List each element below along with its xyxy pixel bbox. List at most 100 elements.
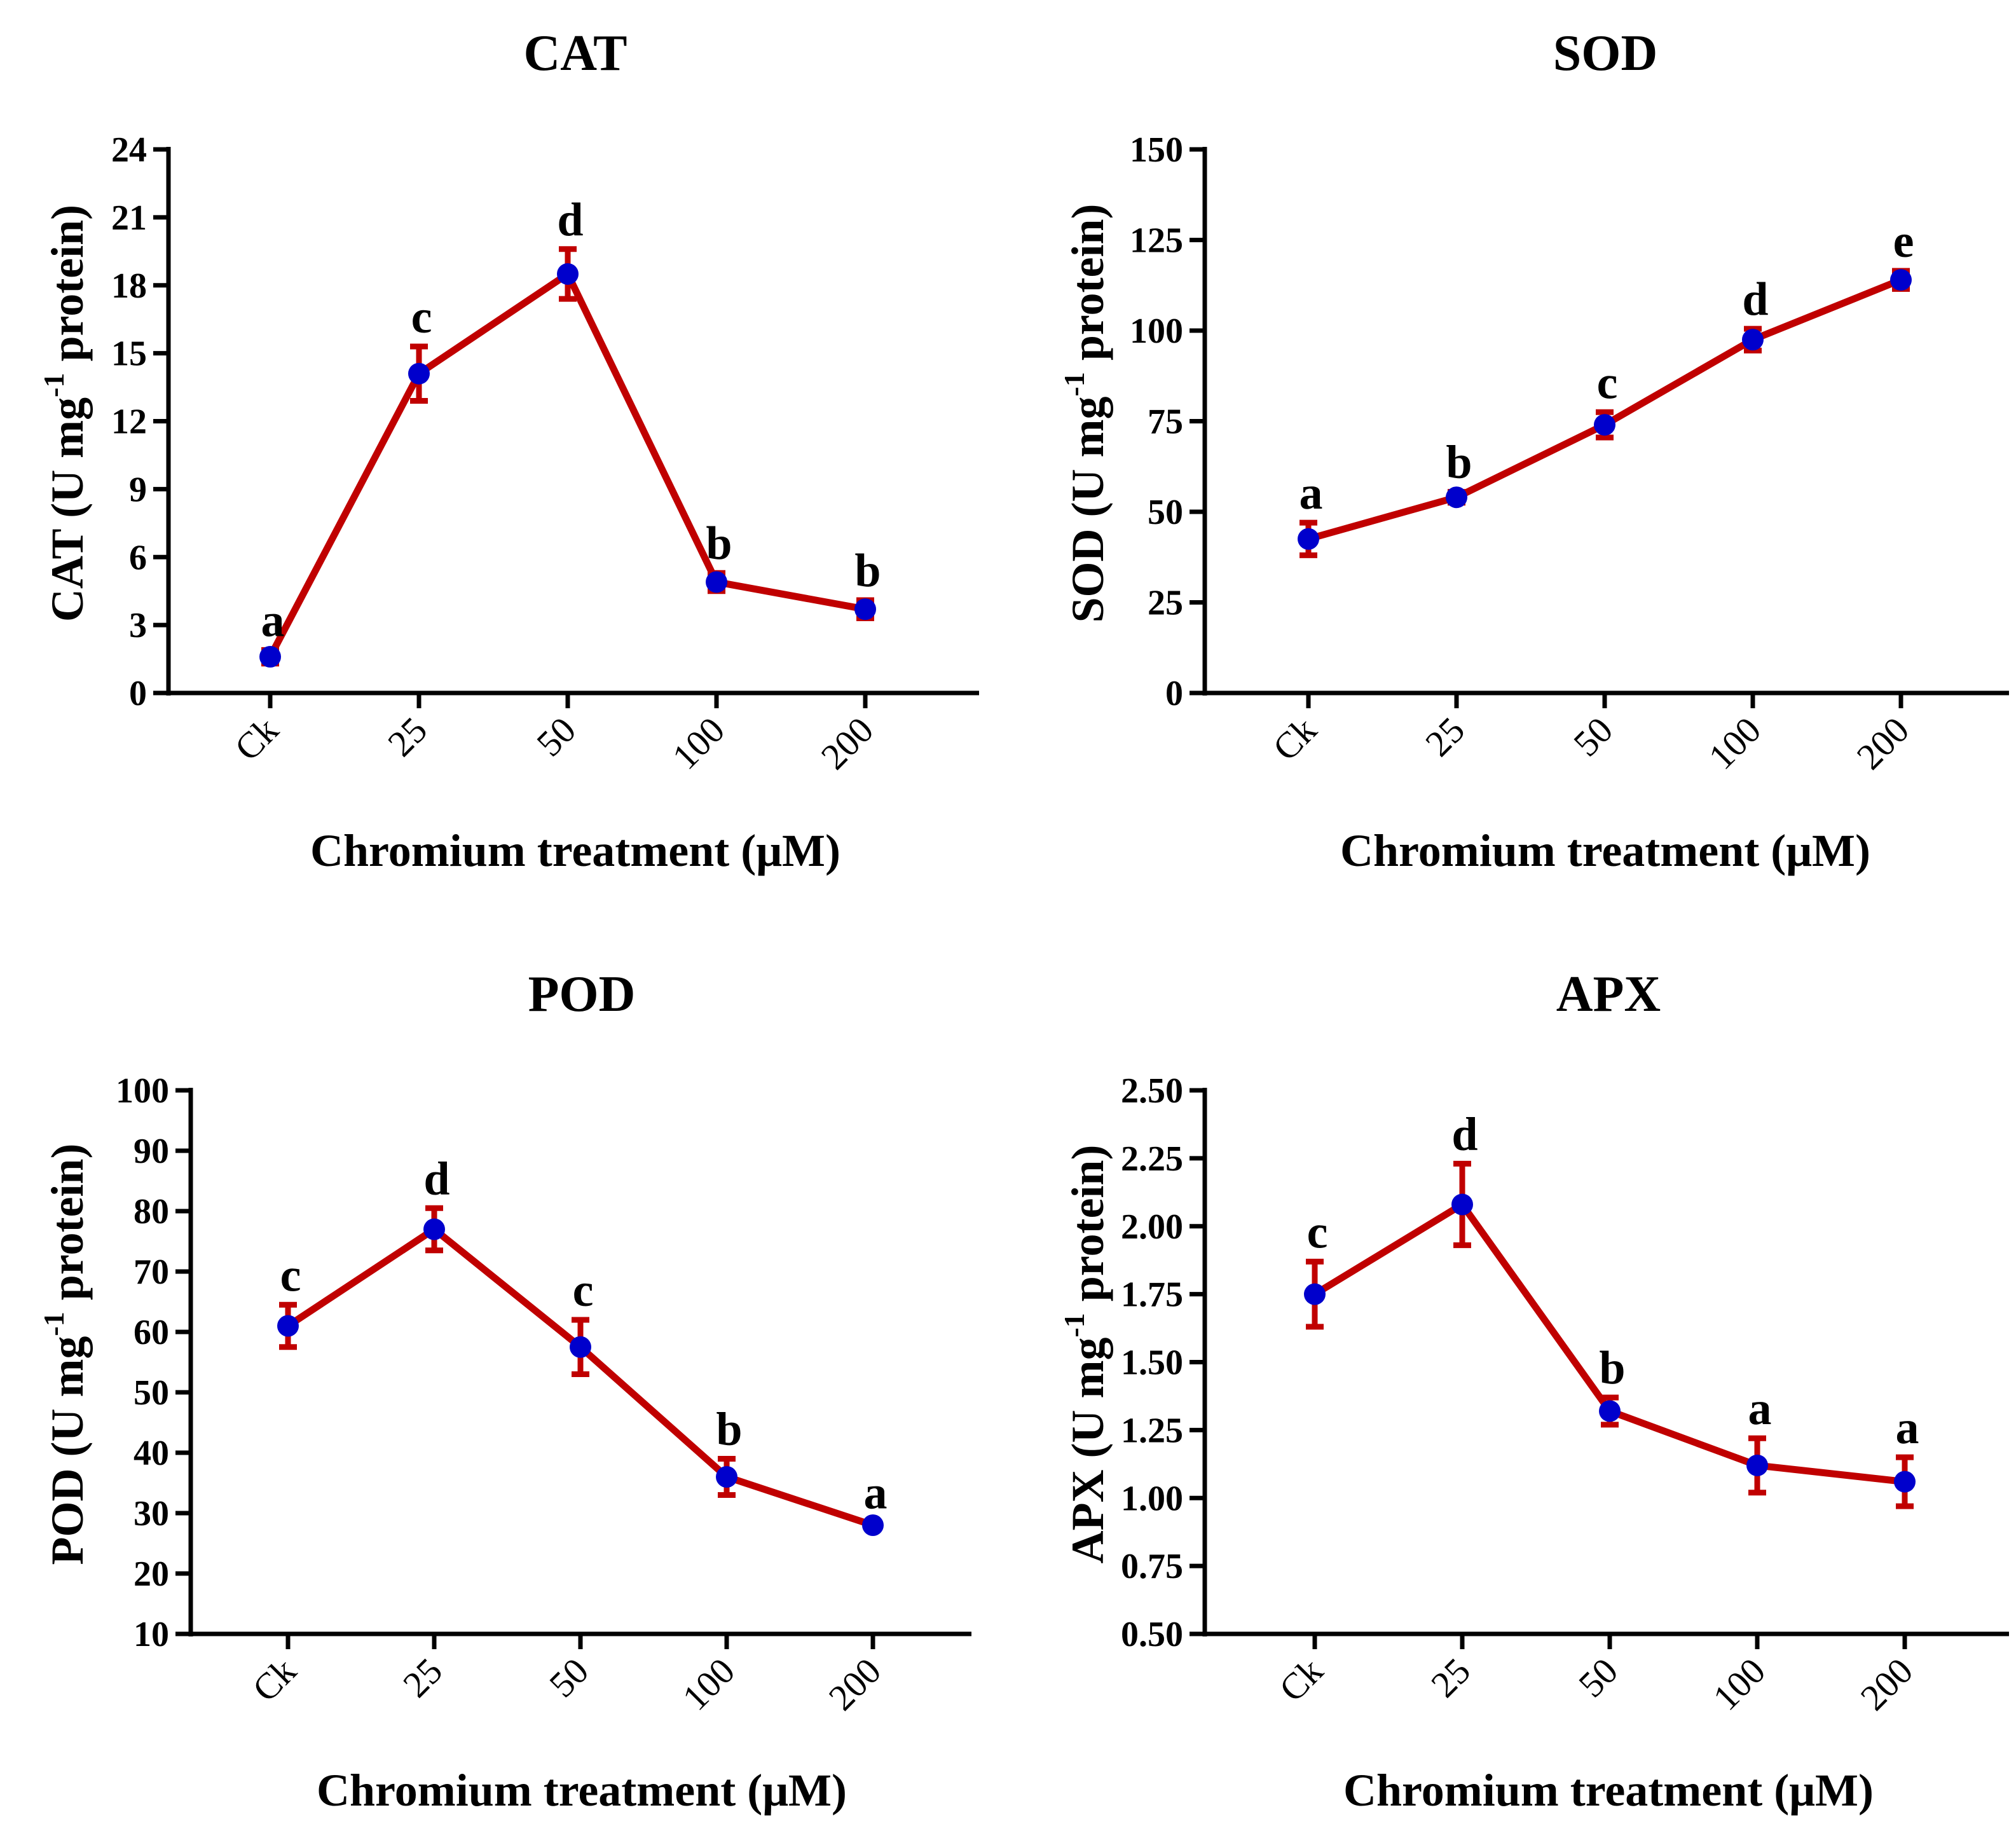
significance-letter: a bbox=[1748, 1383, 1772, 1435]
y-tick-label: 21 bbox=[111, 198, 147, 238]
x-tick-label: Ck bbox=[1265, 709, 1324, 769]
y-tick-label: 0 bbox=[129, 674, 147, 713]
y-tick-label: 1.25 bbox=[1121, 1411, 1183, 1450]
y-tick-label: 50 bbox=[134, 1373, 169, 1413]
data-point bbox=[570, 1336, 591, 1358]
y-tick-label: 24 bbox=[111, 130, 147, 170]
data-point bbox=[557, 263, 579, 285]
data-point bbox=[716, 1466, 737, 1488]
x-tick-label: 100 bbox=[1701, 709, 1769, 777]
panel-title: SOD bbox=[1553, 25, 1658, 81]
y-tick-label: 80 bbox=[134, 1192, 169, 1231]
y-tick-label: 10 bbox=[134, 1615, 169, 1654]
data-point bbox=[1304, 1283, 1326, 1305]
x-tick-label: 50 bbox=[541, 1650, 596, 1705]
significance-letter: a bbox=[261, 594, 285, 647]
y-axis-label: CAT (U mg-1 protein) bbox=[38, 205, 93, 622]
y-tick-label: 0 bbox=[1165, 674, 1183, 713]
significance-letter: d bbox=[557, 194, 583, 246]
y-tick-label: 12 bbox=[111, 402, 147, 442]
significance-letter: b bbox=[706, 518, 732, 570]
data-point bbox=[1742, 329, 1764, 351]
significance-letter: c bbox=[280, 1249, 301, 1301]
panel-title: CAT bbox=[524, 25, 627, 81]
significance-letter: d bbox=[1451, 1108, 1478, 1160]
x-tick-label: 100 bbox=[675, 1650, 743, 1718]
y-tick-label: 90 bbox=[134, 1132, 169, 1171]
x-tick-label: 50 bbox=[528, 709, 584, 764]
y-tick-label: 100 bbox=[1130, 312, 1183, 351]
y-tick-label: 75 bbox=[1148, 402, 1183, 442]
data-point bbox=[1894, 1471, 1916, 1493]
x-tick-label: Ck bbox=[226, 709, 286, 769]
x-tick-label: 50 bbox=[1570, 1650, 1626, 1705]
y-tick-label: 0.50 bbox=[1121, 1615, 1183, 1654]
data-point bbox=[277, 1315, 299, 1337]
significance-letter: b bbox=[1446, 437, 1472, 489]
y-tick-label: 2.25 bbox=[1121, 1139, 1183, 1179]
panel-cat: CAT CAT (U mg-1 protein) Chromium treatm… bbox=[38, 25, 979, 876]
x-tick-label: 100 bbox=[1705, 1650, 1773, 1718]
y-axis-label: SOD (U mg-1 protein) bbox=[1058, 204, 1113, 623]
data-point bbox=[1446, 486, 1467, 509]
data-point bbox=[259, 646, 281, 668]
significance-letter: e bbox=[1893, 216, 1914, 268]
data-point bbox=[423, 1218, 445, 1240]
data-point bbox=[1594, 414, 1615, 436]
y-tick-label: 9 bbox=[129, 470, 147, 509]
x-tick-label: 50 bbox=[1565, 709, 1621, 764]
data-point bbox=[1451, 1193, 1473, 1216]
panel-apx: APX APX (U mg-1 protein) Chromium treatm… bbox=[1058, 966, 2009, 1816]
x-tick-label: 200 bbox=[821, 1650, 889, 1718]
significance-letter: a bbox=[1896, 1402, 1919, 1454]
y-tick-label: 50 bbox=[1148, 493, 1183, 532]
y-tick-label: 1.50 bbox=[1121, 1343, 1183, 1383]
x-tick-label: Ck bbox=[244, 1650, 304, 1710]
y-tick-label: 40 bbox=[134, 1434, 169, 1473]
x-tick-label: Ck bbox=[1271, 1650, 1331, 1710]
y-tick-label: 2.50 bbox=[1121, 1071, 1183, 1111]
y-axis-label: POD (U mg-1 protein) bbox=[38, 1144, 93, 1565]
data-point bbox=[706, 571, 727, 593]
y-tick-label: 15 bbox=[111, 334, 147, 374]
data-point bbox=[408, 362, 430, 385]
panel-pod: POD POD (U mg-1 protein) Chromium treatm… bbox=[38, 966, 971, 1816]
x-tick-label: 200 bbox=[1849, 709, 1917, 777]
significance-letter: d bbox=[1742, 273, 1768, 326]
x-tick-label: 25 bbox=[380, 709, 435, 764]
x-tick-label: 200 bbox=[813, 709, 881, 777]
y-tick-label: 125 bbox=[1130, 221, 1183, 261]
data-point bbox=[862, 1514, 884, 1536]
data-point bbox=[854, 598, 876, 621]
y-tick-label: 1.75 bbox=[1121, 1275, 1183, 1315]
x-axis-label: Chromium treatment (μM) bbox=[1340, 825, 1870, 876]
data-point bbox=[1746, 1454, 1768, 1476]
y-tick-label: 1.00 bbox=[1121, 1479, 1183, 1518]
y-tick-label: 30 bbox=[134, 1494, 169, 1533]
x-tick-label: 200 bbox=[1853, 1650, 1921, 1718]
y-tick-label: 150 bbox=[1130, 130, 1183, 170]
x-tick-label: 25 bbox=[1423, 1650, 1478, 1705]
y-tick-label: 100 bbox=[116, 1071, 169, 1111]
x-tick-label: 100 bbox=[664, 709, 732, 777]
significance-letter: c bbox=[1597, 357, 1618, 409]
series-line bbox=[267, 270, 866, 659]
y-tick-label: 20 bbox=[134, 1554, 169, 1594]
panel-title: APX bbox=[1556, 966, 1661, 1022]
significance-letter: a bbox=[864, 1467, 888, 1519]
significance-letter: c bbox=[573, 1265, 594, 1317]
y-tick-label: 60 bbox=[134, 1313, 169, 1352]
data-point bbox=[1890, 269, 1912, 291]
significance-letter: a bbox=[1299, 467, 1323, 519]
data-point bbox=[1599, 1400, 1621, 1422]
y-tick-label: 25 bbox=[1148, 584, 1183, 623]
y-tick-label: 70 bbox=[134, 1252, 169, 1292]
x-tick-label: 25 bbox=[395, 1650, 450, 1705]
significance-letter: c bbox=[1307, 1206, 1328, 1258]
panel-title: POD bbox=[528, 966, 636, 1022]
y-tick-label: 2.00 bbox=[1121, 1207, 1183, 1247]
y-tick-label: 18 bbox=[111, 266, 147, 306]
x-axis-label: Chromium treatment (μM) bbox=[310, 825, 840, 876]
panel-sod: SOD SOD (U mg-1 protein) Chromium treatm… bbox=[1058, 25, 2009, 876]
